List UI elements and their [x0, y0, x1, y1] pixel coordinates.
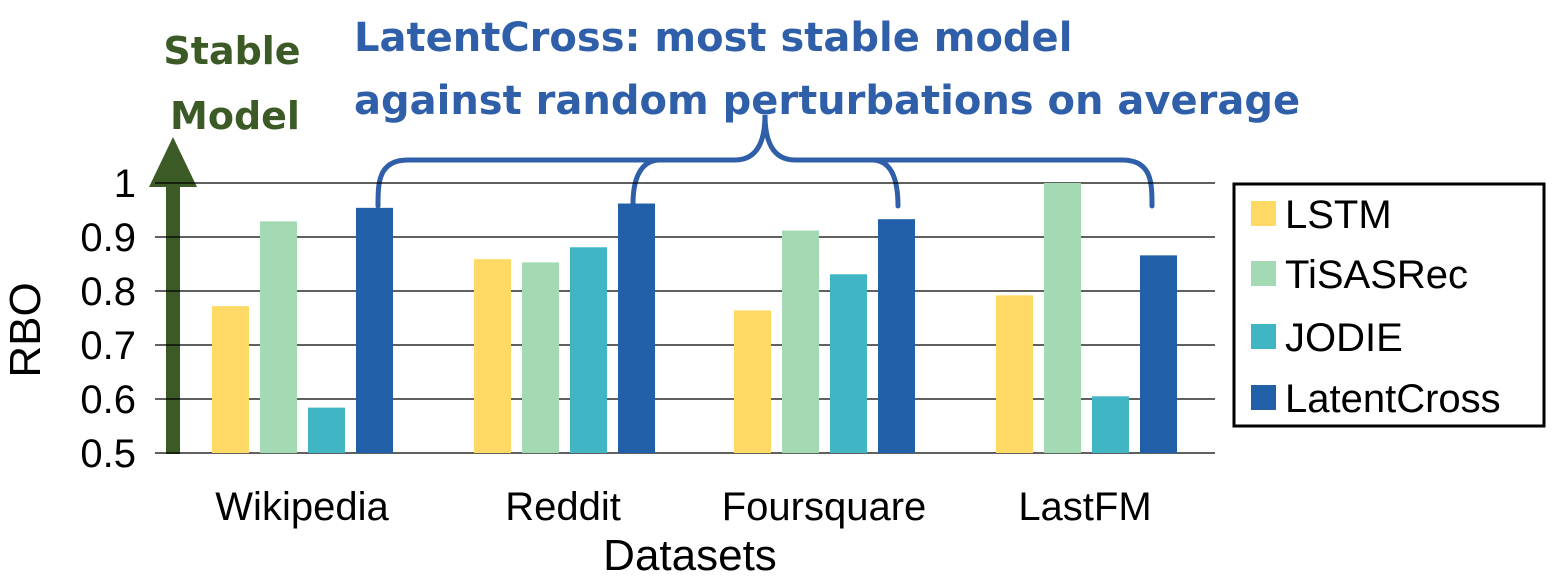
bar-tisasrec-foursquare [782, 230, 819, 453]
bar-tisasrec-wikipedia [260, 221, 297, 453]
annotation-line-2: against random perturbations on average [354, 78, 1300, 124]
bar-jodie-reddit [570, 247, 607, 453]
bar-latentcross-wikipedia [356, 207, 393, 453]
bar-lstm-foursquare [734, 310, 771, 453]
bar-lstm-reddit [474, 259, 511, 453]
y-tick-label: 0.5 [80, 432, 136, 476]
y-tick-label: 0.9 [80, 216, 136, 260]
x-category-labels: Wikipedia Reddit Foursquare LastFM [215, 485, 1151, 529]
bars [212, 183, 1177, 453]
y-tick-labels: 0.5 0.6 0.7 0.8 0.9 1 [80, 162, 136, 476]
legend-label: LSTM [1285, 193, 1392, 237]
grid-lines [155, 182, 1215, 454]
x-category-label: Foursquare [722, 485, 927, 529]
bar-jodie-wikipedia [308, 407, 345, 453]
x-axis-title: Datasets [603, 531, 777, 579]
y-axis-title: RBO [1, 282, 50, 377]
bar-latentcross-reddit [618, 203, 655, 453]
legend-swatch [1251, 201, 1276, 226]
stable-label-line-2: Model [170, 94, 300, 138]
x-category-label: Reddit [505, 485, 621, 529]
bar-lstm-lastfm [996, 295, 1033, 453]
bar-jodie-lastfm [1092, 396, 1129, 453]
bar-latentcross-lastfm [1140, 255, 1177, 453]
bar-tisasrec-lastfm [1044, 183, 1081, 453]
bar-lstm-wikipedia [212, 306, 249, 453]
legend-label: LatentCross [1285, 377, 1501, 421]
bar-latentcross-foursquare [878, 219, 915, 453]
legend-label: TiSASRec [1285, 253, 1468, 297]
annotation-line-1: LatentCross: most stable model [354, 15, 1072, 61]
y-tick-label: 0.7 [80, 324, 136, 368]
x-category-label: Wikipedia [215, 485, 389, 529]
legend-box [1232, 182, 1546, 428]
legend-swatch [1251, 324, 1276, 349]
stable-label-line-1: Stable [163, 29, 300, 73]
y-tick-label: 0.6 [80, 378, 136, 422]
legend-swatch [1251, 385, 1276, 410]
bar-jodie-foursquare [830, 274, 867, 453]
x-category-label: LastFM [1018, 485, 1151, 529]
legend-label: JODIE [1285, 316, 1403, 360]
legend: LSTM TiSASRec JODIE LatentCross [1232, 182, 1546, 428]
legend-swatch [1251, 261, 1276, 286]
annotation-brace [375, 114, 1155, 209]
stable-arrow-icon [149, 137, 197, 454]
y-tick-label: 1 [114, 162, 136, 206]
y-tick-label: 0.8 [80, 270, 136, 314]
bar-tisasrec-reddit [522, 262, 559, 453]
